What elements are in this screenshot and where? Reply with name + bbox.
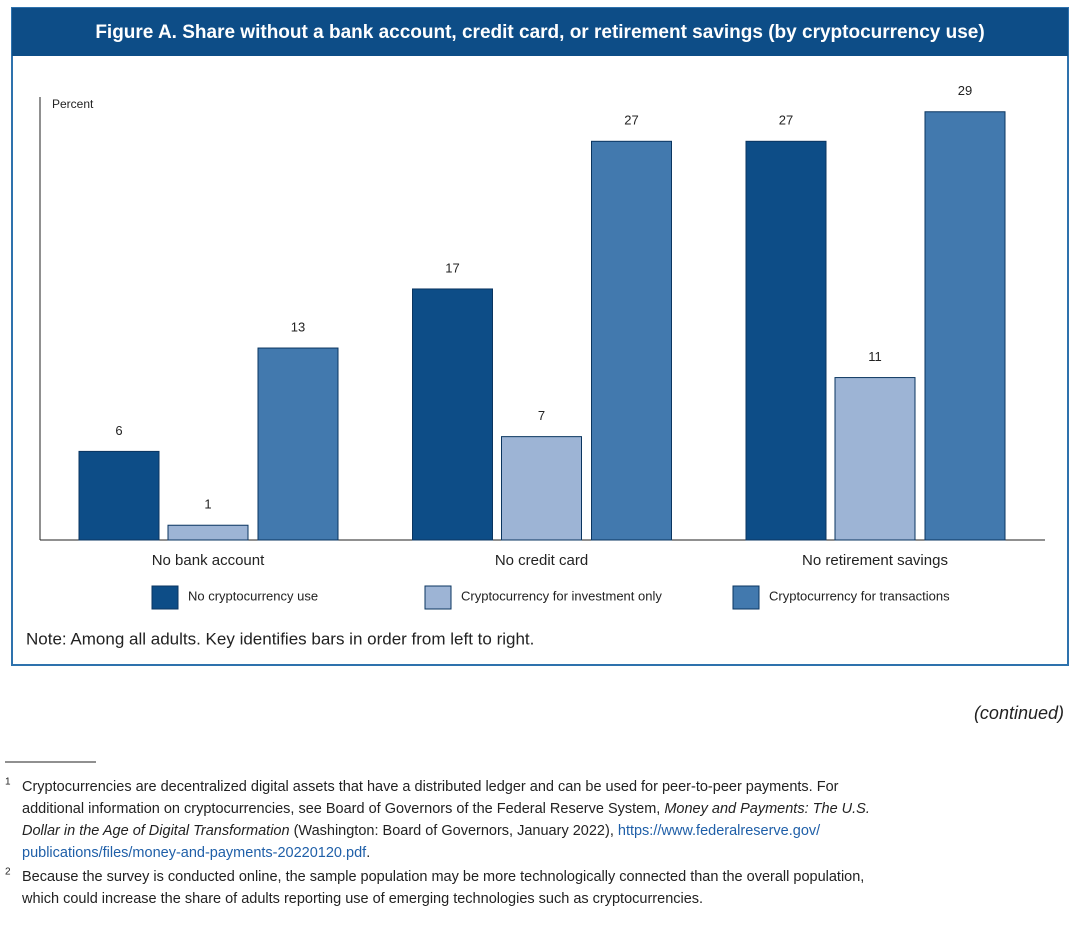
value-label: 29 xyxy=(958,83,972,98)
footnote-text: which could increase the share of adults… xyxy=(21,891,703,907)
footnote-text: publications/files/money-and-payments-20… xyxy=(22,845,367,861)
footnote-line: Cryptocurrencies are decentralized digit… xyxy=(22,779,839,795)
value-label: 17 xyxy=(445,260,459,275)
bar xyxy=(78,450,160,541)
value-label: 11 xyxy=(868,349,882,364)
value-label: 7 xyxy=(538,408,545,423)
legend-swatch xyxy=(424,585,452,610)
footnote-text: (Washington: Board of Governors, January… xyxy=(290,823,618,839)
legend-swatch xyxy=(151,585,179,610)
footnote-line: additional information on cryptocurrenci… xyxy=(22,801,870,817)
value-label: 27 xyxy=(624,113,638,128)
value-label: 13 xyxy=(291,319,305,334)
x-tick-label: No credit card xyxy=(495,552,588,569)
x-tick-label: No bank account xyxy=(152,552,265,569)
footnote-text: Because the survey is conducted online, … xyxy=(22,869,864,885)
bar xyxy=(501,436,582,541)
value-label: 1 xyxy=(204,497,211,512)
figure-box xyxy=(11,7,1069,666)
legend-label: No cryptocurrency use xyxy=(188,588,318,603)
value-label: 6 xyxy=(115,423,122,438)
footnote-line: Dollar in the Age of Digital Transformat… xyxy=(22,823,821,839)
footnote-line: publications/files/money-and-payments-20… xyxy=(22,845,370,861)
footnote-text: Cryptocurrencies are decentralized digit… xyxy=(22,779,839,795)
bar xyxy=(924,111,1006,541)
footnote-marker: 2 xyxy=(5,867,11,878)
bar xyxy=(745,140,827,541)
continued: (continued) xyxy=(974,703,1064,723)
footnote-text: . xyxy=(366,845,370,861)
legend-swatch xyxy=(732,585,760,610)
bar xyxy=(412,288,493,541)
legend-label: Cryptocurrency for investment only xyxy=(461,588,662,603)
footnote-line: Because the survey is conducted online, … xyxy=(22,869,864,885)
note: Note: Among all adults. Key identifies b… xyxy=(26,629,534,648)
figure-header xyxy=(12,8,1068,56)
footnote-line: which could increase the share of adults… xyxy=(21,891,703,907)
x-tick-label: No retirement savings xyxy=(802,552,948,569)
bar xyxy=(834,377,916,541)
footnote-text: Dollar in the Age of Digital Transformat… xyxy=(22,823,290,839)
footnote-text: https://www.federalreserve.gov/ xyxy=(618,823,821,839)
footnote-text: additional information on cryptocurrenci… xyxy=(22,801,664,817)
bar xyxy=(257,347,339,541)
bar xyxy=(167,524,249,541)
chart-title: Figure A. Share without a bank account, … xyxy=(95,22,984,43)
y-axis-label: Percent xyxy=(52,97,94,111)
footnote-marker: 1 xyxy=(5,777,11,788)
bar xyxy=(591,140,672,541)
footnote-text: Money and Payments: The U.S. xyxy=(664,801,870,817)
legend-label: Cryptocurrency for transactions xyxy=(769,588,950,603)
value-label: 27 xyxy=(779,113,793,128)
